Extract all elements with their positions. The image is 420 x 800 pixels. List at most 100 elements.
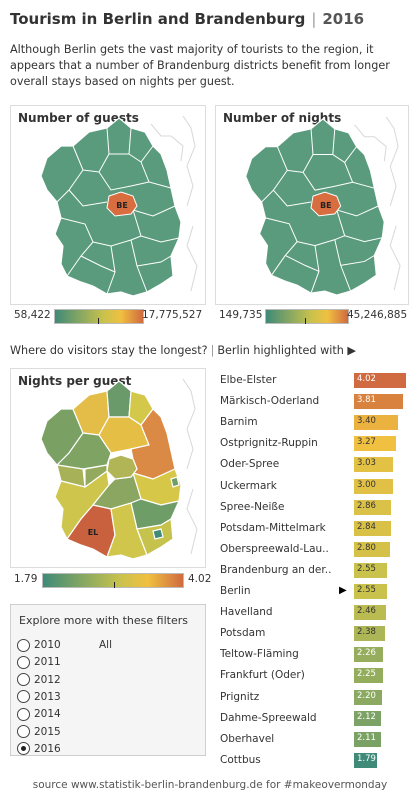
bar-row[interactable]: Potsdam-Mittelmark 2.84 <box>220 518 412 539</box>
source-footer: source www.statistik-berlin-brandenburg.… <box>32 779 388 791</box>
guests-map-title: Number of guests <box>18 111 139 125</box>
year-option-label: 2013 <box>34 690 61 703</box>
district-name: Oder-Spree <box>220 458 280 471</box>
per-guest-legend-max: 4.02 <box>188 573 212 585</box>
district-name: Märkisch-Oderland <box>220 395 320 408</box>
value-bar[interactable]: 2.80 <box>354 541 391 557</box>
year-option-2016[interactable]: 2016 <box>17 741 61 757</box>
guests-map[interactable]: BE <box>11 106 207 306</box>
radio-button[interactable] <box>17 707 30 721</box>
per-guest-legend-min: 1.79 <box>14 573 38 585</box>
bar-row[interactable]: Uckermark 3.00 <box>220 476 412 497</box>
value-label: 2.12 <box>357 711 376 722</box>
per-guest-map[interactable]: EL <box>11 369 207 569</box>
bar-row[interactable]: Oberhavel 2.11 <box>220 729 412 750</box>
bar-row[interactable]: Frankfurt (Oder) 2.25 <box>220 665 412 686</box>
value-bar[interactable]: 2.46 <box>354 605 386 621</box>
bar-row[interactable]: Barnim 3.40 <box>220 412 412 433</box>
per-guest-map-card[interactable]: Nights per guest EL <box>10 368 206 568</box>
year-option-2012[interactable]: 2012 <box>17 672 61 688</box>
value-bar[interactable]: 3.03 <box>354 457 394 473</box>
title-year: 2016 <box>322 10 365 28</box>
district-name: Oberspreewald-Lau.. <box>220 542 329 555</box>
year-option-2014[interactable]: 2014 <box>17 706 61 722</box>
value-bar[interactable]: 4.02 <box>354 373 406 388</box>
bar-row[interactable]: Dahme-Spreewald 2.12 <box>220 708 412 729</box>
district-name: Havelland <box>220 606 273 619</box>
nights-map-title: Number of nights <box>223 111 342 125</box>
radio-button[interactable] <box>17 638 30 652</box>
berlin-shape[interactable] <box>310 191 342 217</box>
section-separator: | <box>210 344 215 357</box>
district-name: Frankfurt (Oder) <box>220 669 305 682</box>
district-name: Elbe-Elster <box>220 374 277 386</box>
district-name: Uckermark <box>220 479 277 492</box>
bar-row[interactable]: Teltow-Fläming 2.26 <box>220 644 412 665</box>
district-cottbus[interactable] <box>152 528 164 540</box>
value-label: 2.11 <box>357 732 376 743</box>
radio-button[interactable] <box>17 725 30 738</box>
district-berlin[interactable] <box>106 454 138 480</box>
value-bar[interactable]: 2.55 <box>354 584 387 599</box>
berlin-shape[interactable] <box>106 191 138 217</box>
guests-legend-max: 17,775,527 <box>142 309 203 321</box>
bar-row[interactable]: Cottbus 1.79 <box>220 750 412 771</box>
radio-button[interactable] <box>17 673 30 687</box>
radio-button[interactable] <box>17 742 30 756</box>
value-label: 3.03 <box>357 458 376 469</box>
elbe-elster-label: EL <box>88 528 99 537</box>
nights-legend-tick <box>305 318 306 324</box>
district-frankfurt-oder[interactable] <box>170 476 180 488</box>
bar-row[interactable]: Elbe-Elster 4.02 <box>220 370 412 391</box>
year-option-2013[interactable]: 2013 <box>17 689 61 705</box>
value-bar[interactable]: 2.84 <box>354 520 391 536</box>
value-bar[interactable]: 3.81 <box>354 394 404 410</box>
year-filter-panel: Explore more with these filters All 2010… <box>10 604 206 756</box>
year-option-label: 2015 <box>34 725 61 738</box>
bar-row[interactable]: Oberspreewald-Lau.. 2.80 <box>220 539 412 560</box>
value-label: 4.02 <box>357 374 376 384</box>
value-bar[interactable]: 1.79 <box>354 752 378 768</box>
year-option-2015[interactable]: 2015 <box>17 724 61 740</box>
value-bar[interactable]: 2.55 <box>354 562 387 578</box>
filter-all-option[interactable]: All <box>99 639 113 651</box>
nights-legend-max: 45,246,885 <box>347 309 408 321</box>
nights-map[interactable]: BE <box>216 106 410 306</box>
value-label: 3.81 <box>357 395 376 406</box>
bar-row[interactable]: Ostprignitz-Ruppin 3.27 <box>220 433 412 454</box>
guests-map-card[interactable]: Number of guests BE <box>10 105 206 305</box>
value-bar[interactable]: 3.40 <box>354 415 398 431</box>
nights-map-card[interactable]: Number of nights BE <box>215 105 409 305</box>
district-name: Dahme-Spreewald <box>220 711 317 724</box>
bar-row[interactable]: Potsdam 2.38 <box>220 623 412 644</box>
year-option-2011[interactable]: 2011 <box>17 654 61 670</box>
value-label: 2.84 <box>357 521 376 532</box>
bar-row[interactable]: Märkisch-Oderland 3.81 <box>220 391 412 412</box>
radio-button[interactable] <box>17 655 30 669</box>
value-bar[interactable]: 2.20 <box>354 689 383 705</box>
value-bar[interactable]: 2.86 <box>354 499 391 515</box>
radio-button[interactable] <box>17 690 30 704</box>
value-bar[interactable]: 2.38 <box>354 626 385 642</box>
value-label: 2.38 <box>357 627 376 638</box>
bar-row[interactable]: Oder-Spree 3.03 <box>220 454 412 475</box>
bar-row[interactable]: Spree-Neiße 2.86 <box>220 497 412 518</box>
district-name: Potsdam-Mittelmark <box>220 521 326 534</box>
value-bar[interactable]: 2.12 <box>354 710 382 726</box>
district-oberspreewald-lausitz[interactable] <box>106 502 148 560</box>
value-bar[interactable]: 2.26 <box>354 647 384 663</box>
value-bar[interactable]: 3.27 <box>354 436 397 452</box>
section-question: Where do visitors stay the longest? <box>10 344 208 357</box>
bar-row[interactable]: Prignitz 2.20 <box>220 687 412 708</box>
bar-row[interactable]: Havelland 2.46 <box>220 602 412 623</box>
value-label: 2.20 <box>357 690 376 701</box>
value-label: 2.25 <box>357 669 376 680</box>
filter-title: Explore more with these filters <box>19 614 188 627</box>
year-option-2010[interactable]: 2010 <box>17 637 61 653</box>
district-oberhavel[interactable] <box>106 380 132 418</box>
value-bar[interactable]: 2.11 <box>354 731 382 747</box>
value-bar[interactable]: 3.00 <box>354 478 393 494</box>
value-bar[interactable]: 2.25 <box>354 668 384 684</box>
bar-row[interactable]: Berlin ▶ 2.55 <box>220 581 412 602</box>
bar-row[interactable]: Brandenburg an der.. 2.55 <box>220 560 412 581</box>
